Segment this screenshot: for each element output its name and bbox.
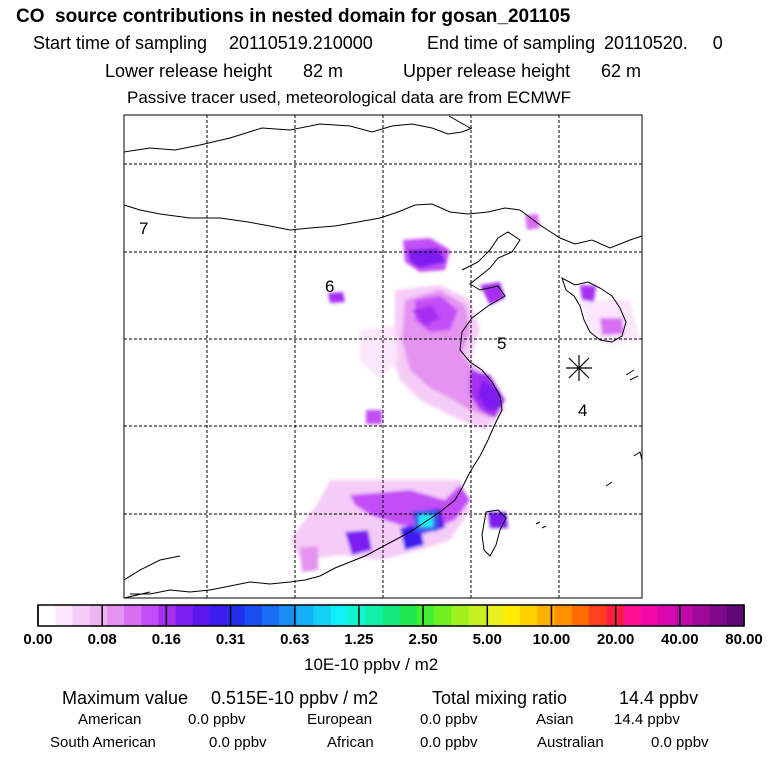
colorbar-swatch (520, 605, 538, 626)
colorbar-tick-label: 0.08 (87, 631, 117, 648)
max-value-label: Maximum value (62, 688, 189, 708)
region-south-american-value: 0.0 ppbv (209, 734, 267, 751)
total-mixing-label: Total mixing ratio (432, 688, 568, 708)
upper-height-value: 62 m (601, 61, 642, 81)
colorbar-swatch (347, 605, 366, 626)
colorbar-swatch (554, 605, 573, 626)
region-asian-value: 14.4 ppbv (614, 711, 680, 728)
map-frame (123, 114, 643, 599)
colorbar-swatch (244, 605, 263, 626)
colorbar-swatch (537, 605, 556, 626)
lower-height-value: 82 m (303, 61, 344, 81)
region-south-american-label: South American (50, 734, 156, 751)
colorbar-swatch (468, 605, 487, 626)
marker-7: 7 (139, 219, 148, 238)
colorbar-swatch (589, 605, 607, 626)
colorbar-unit: 10E-10 ppbv / m2 (304, 655, 439, 674)
colorbar-swatch (261, 605, 280, 626)
colorbar-swatch (657, 605, 676, 626)
region-european-value: 0.0 ppbv (420, 711, 478, 728)
region-european-label: European (307, 711, 373, 728)
colorbar-swatch (124, 605, 142, 626)
colorbar-swatch (675, 605, 693, 626)
region-asian-label: Asian (536, 711, 574, 728)
marker-6: 6 (325, 277, 334, 296)
marker-5: 5 (497, 334, 506, 353)
colorbar-swatch (158, 605, 177, 626)
colorbar-swatch (416, 605, 435, 626)
colorbar-swatch (502, 605, 521, 626)
colorbar-swatch (692, 605, 711, 626)
asterisk-icon (566, 355, 592, 381)
colorbar-swatch (210, 605, 228, 626)
colorbar-swatch (72, 605, 91, 626)
region-american-value: 0.0 ppbv (188, 711, 246, 728)
marker-4: 4 (578, 401, 587, 420)
colorbar-tick-label: 10.00 (532, 631, 571, 648)
colorbar-swatch (382, 605, 401, 626)
colorbar-tick-label: 5.00 (472, 631, 502, 648)
colorbar-swatch (296, 605, 315, 626)
lower-height-label: Lower release height (105, 61, 273, 81)
region-australian-value: 0.0 ppbv (651, 734, 709, 751)
colorbar-swatch (141, 605, 160, 626)
colorbar-swatch (192, 605, 211, 626)
graticule (124, 115, 642, 598)
colorbar-tick-label: 0.31 (215, 631, 246, 648)
colorbar-swatch (485, 605, 504, 626)
colorbar-swatch (623, 605, 642, 626)
colorbar-swatch (175, 605, 194, 626)
total-mixing-value: 14.4 ppbv (619, 688, 699, 708)
start-time-label: Start time of sampling (33, 33, 208, 53)
colorbar-tick-label: 0.00 (23, 631, 53, 648)
colorbar-tick-label: 20.00 (596, 631, 635, 648)
colorbar-swatch (38, 605, 56, 626)
colorbar-swatch (640, 605, 659, 626)
max-value: 0.515E-10 ppbv / m2 (211, 688, 379, 708)
colorbar-tick-label: 0.63 (280, 631, 310, 648)
end-time-label: End time of sampling (427, 33, 596, 53)
colorbar-tick-label: 0.16 (151, 631, 181, 648)
colorbar-tick-label: 40.00 (661, 631, 699, 648)
colorbar-tick-label: 1.25 (344, 631, 374, 648)
colorbar-swatch (399, 605, 418, 626)
colorbar-swatch (726, 605, 745, 626)
colorbar-swatch (106, 605, 125, 626)
region-american-label: American (78, 711, 142, 728)
upper-height-label: Upper release height (403, 61, 571, 81)
map-title: CO source contributions in nested domain… (16, 6, 571, 27)
colorbar-swatch (227, 605, 246, 626)
colorbar-swatch (365, 605, 383, 626)
colorbar-swatch (89, 605, 108, 626)
concentration-plume (290, 214, 640, 572)
coastline (124, 115, 642, 598)
colorbar-swatch (709, 605, 728, 626)
end-time-value: 20110520. 0 (604, 33, 723, 53)
tracer-note: Passive tracer used, meteorological data… (127, 88, 572, 107)
colorbar-swatch (55, 605, 73, 626)
colorbar-tick-label: 80.00 (725, 631, 763, 648)
colorbar-tick-label: 2.50 (408, 631, 438, 648)
colorbar-swatch (571, 605, 590, 626)
region-african-label: African (327, 734, 374, 751)
region-australian-label: Australian (537, 734, 604, 751)
start-time-value: 20110519.210000 (229, 33, 373, 53)
colorbar-swatch (330, 605, 349, 626)
colorbar (37, 604, 745, 627)
region-african-value: 0.0 ppbv (420, 734, 478, 751)
colorbar-swatch (279, 605, 297, 626)
colorbar-swatch (313, 605, 332, 626)
colorbar-swatch (451, 605, 469, 626)
colorbar-swatch (434, 605, 452, 626)
